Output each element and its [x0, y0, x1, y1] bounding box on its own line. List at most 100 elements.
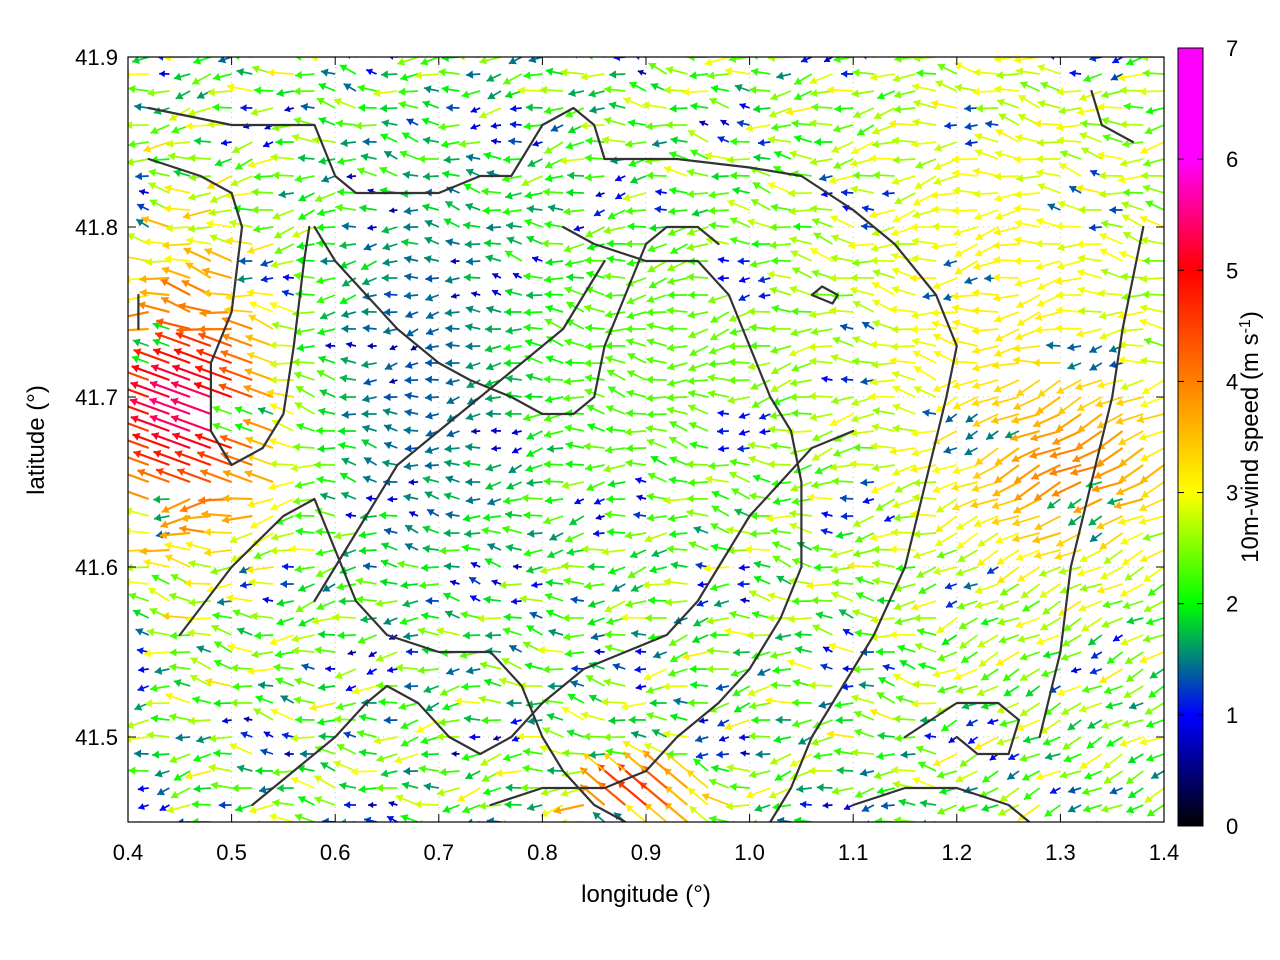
wind-arrow [913, 99, 937, 109]
wind-arrow [387, 495, 398, 503]
wind-arrow [269, 498, 295, 511]
wind-arrow [470, 106, 481, 113]
x-tick-label: 0.6 [320, 840, 351, 865]
wind-arrow [755, 750, 771, 759]
wind-arrow [270, 532, 294, 542]
wind-arrow [681, 651, 709, 661]
wind-arrow [912, 350, 937, 364]
y-tick-label: 41.8 [75, 215, 118, 240]
wind-arrow [869, 154, 895, 163]
wind-arrow [444, 610, 460, 619]
wind-arrow [362, 424, 377, 433]
wind-arrow [284, 750, 294, 758]
wind-arrow [220, 139, 232, 147]
wind-arrow [728, 342, 750, 351]
wind-arrow [767, 135, 792, 144]
wind-arrow [1127, 787, 1144, 799]
wind-arrow [367, 224, 377, 231]
wind-arrow [871, 281, 896, 296]
wind-arrow [128, 787, 129, 788]
wind-arrow [335, 119, 357, 128]
wind-arrow [137, 684, 150, 692]
wind-arrow [709, 630, 729, 640]
wind-arrow [646, 308, 667, 317]
wind-arrow [649, 565, 667, 574]
wind-arrow [1118, 340, 1144, 350]
wind-arrow [529, 611, 543, 620]
wind-arrow [553, 803, 585, 815]
wind-arrow [751, 715, 771, 725]
wind-arrow [1035, 396, 1062, 415]
wind-arrow [399, 150, 419, 160]
wind-arrow [187, 716, 211, 726]
wind-arrow [483, 595, 502, 604]
wind-arrow [607, 209, 626, 220]
wind-arrow [954, 260, 978, 275]
wind-arrow [405, 328, 419, 337]
wind-arrow [971, 396, 999, 407]
wind-arrow [893, 105, 916, 114]
wind-arrow [891, 498, 916, 509]
wind-arrow [909, 510, 937, 519]
wind-arrow [270, 260, 294, 269]
wind-arrow [469, 595, 481, 602]
wind-arrow [151, 574, 170, 585]
wind-arrow [280, 694, 295, 704]
wind-arrow [869, 377, 895, 387]
wind-arrow [153, 513, 170, 522]
wind-arrow [367, 342, 377, 350]
wind-arrow [687, 478, 709, 487]
wind-arrow [135, 628, 150, 636]
wind-arrow [985, 430, 999, 441]
wind-arrow [565, 358, 584, 367]
wind-arrow [253, 549, 274, 560]
wind-arrow [543, 430, 564, 439]
wind-arrow [843, 803, 854, 811]
wind-arrow [128, 804, 129, 805]
wind-arrow [994, 447, 1020, 466]
wind-arrow [395, 794, 419, 806]
wind-arrow [1127, 753, 1144, 764]
wind-arrow [190, 657, 212, 670]
wind-arrow [603, 464, 626, 473]
wind-arrow [646, 492, 667, 501]
wind-arrow [1046, 498, 1061, 510]
wind-arrow [770, 681, 792, 690]
wind-arrow [420, 750, 439, 759]
wind-arrow [255, 694, 274, 704]
wind-arrow [668, 476, 688, 485]
wind-arrow [980, 668, 999, 681]
wind-arrow [1084, 770, 1103, 780]
wind-arrow [1080, 119, 1102, 128]
wind-arrow [872, 407, 895, 416]
wind-arrow [647, 243, 668, 253]
wind-arrow [234, 423, 253, 432]
wind-arrow [151, 432, 191, 450]
wind-arrow [1119, 120, 1144, 129]
wind-arrow [160, 296, 191, 313]
wind-arrow [456, 821, 460, 822]
wind-arrow [972, 167, 999, 177]
wind-arrow [595, 191, 605, 198]
wind-arrow [337, 631, 356, 640]
wind-arrow [1035, 634, 1061, 646]
wind-arrow [1096, 583, 1123, 594]
wind-arrow [706, 616, 730, 625]
wind-arrow [422, 136, 439, 145]
colorbar-tick-label: 7 [1226, 36, 1238, 61]
wind-arrow [465, 477, 481, 487]
wind-arrow [128, 253, 149, 262]
wind-arrow [1096, 447, 1124, 467]
wind-arrow [707, 294, 730, 304]
wind-arrow [627, 566, 647, 579]
wind-arrow [1121, 201, 1144, 211]
wind-arrow [670, 136, 688, 145]
wind-arrow [874, 817, 895, 822]
wind-arrow [758, 412, 771, 420]
wind-arrow [769, 753, 792, 765]
wind-arrow [916, 627, 937, 636]
wind-arrow [1097, 151, 1123, 160]
wind-arrow [955, 770, 978, 783]
wind-arrow [376, 753, 398, 763]
wind-arrow [463, 459, 481, 468]
